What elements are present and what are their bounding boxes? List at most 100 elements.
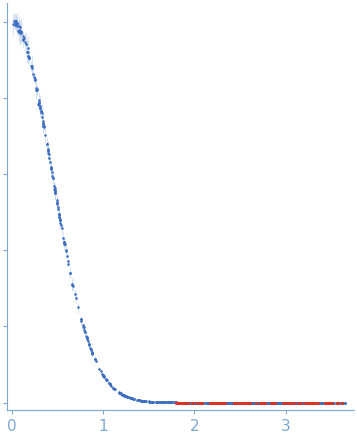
Point — [50, 175, 55, 182]
Point — [195, 399, 201, 406]
Point — [56, 210, 62, 217]
Point — [122, 392, 128, 399]
Point — [160, 399, 165, 406]
Point — [216, 399, 221, 406]
Point — [52, 189, 58, 196]
Point — [57, 219, 63, 226]
Point — [235, 399, 241, 406]
Point — [253, 399, 259, 406]
Point — [299, 399, 305, 406]
Point — [64, 253, 70, 260]
Point — [291, 399, 297, 406]
Point — [25, 45, 31, 52]
Point — [142, 398, 148, 405]
Point — [292, 399, 297, 406]
Point — [193, 399, 198, 406]
Point — [284, 399, 290, 406]
Point — [193, 399, 198, 406]
Point — [274, 399, 280, 406]
Point — [281, 399, 286, 406]
Point — [29, 64, 35, 71]
Point — [104, 376, 110, 383]
Point — [161, 399, 167, 406]
Point — [240, 399, 246, 406]
Point — [227, 399, 232, 406]
Point — [275, 399, 280, 406]
Point — [290, 399, 295, 406]
Point — [97, 365, 102, 372]
Point — [70, 280, 75, 287]
Point — [279, 399, 285, 406]
Point — [190, 399, 196, 406]
Point — [32, 76, 38, 83]
Point — [338, 399, 344, 406]
Point — [178, 399, 183, 406]
Point — [308, 399, 314, 406]
Point — [39, 109, 45, 116]
Point — [55, 206, 61, 213]
Point — [117, 389, 123, 396]
Point — [117, 390, 123, 397]
Point — [56, 211, 62, 218]
Point — [288, 399, 294, 406]
Point — [245, 399, 250, 406]
Point — [138, 397, 144, 404]
Point — [165, 399, 171, 406]
Point — [42, 132, 47, 139]
Point — [52, 188, 58, 195]
Point — [322, 399, 327, 406]
Point — [106, 380, 112, 387]
Point — [276, 399, 282, 406]
Point — [291, 399, 296, 406]
Point — [242, 399, 247, 406]
Point — [231, 399, 237, 406]
Point — [250, 399, 256, 406]
Point — [197, 399, 202, 406]
Point — [26, 55, 32, 62]
Point — [120, 391, 126, 398]
Point — [220, 399, 226, 406]
Point — [162, 399, 168, 406]
Point — [238, 399, 244, 406]
Point — [129, 395, 135, 402]
Point — [200, 399, 205, 406]
Point — [228, 399, 234, 406]
Point — [128, 395, 134, 402]
Point — [120, 391, 125, 398]
Point — [116, 389, 122, 396]
Point — [190, 399, 195, 406]
Point — [26, 55, 32, 62]
Point — [311, 399, 317, 406]
Point — [57, 216, 63, 223]
Point — [24, 48, 30, 55]
Point — [203, 399, 208, 406]
Point — [57, 217, 62, 224]
Point — [342, 399, 348, 406]
Point — [80, 323, 86, 330]
Point — [311, 399, 316, 406]
Point — [257, 399, 263, 406]
Point — [285, 399, 291, 406]
Point — [151, 399, 156, 406]
Point — [223, 399, 229, 406]
Point — [293, 399, 299, 406]
Point — [303, 399, 309, 406]
Point — [63, 247, 69, 254]
Point — [92, 356, 98, 363]
Point — [194, 399, 200, 406]
Point — [40, 122, 46, 129]
Point — [311, 399, 317, 406]
Point — [80, 322, 86, 329]
Point — [153, 399, 159, 406]
Point — [303, 399, 309, 406]
Point — [325, 399, 331, 406]
Point — [197, 399, 203, 406]
Point — [315, 399, 321, 406]
Point — [162, 399, 168, 406]
Point — [147, 398, 153, 405]
Point — [261, 399, 267, 406]
Point — [34, 86, 40, 93]
Point — [61, 240, 67, 247]
Point — [322, 399, 328, 406]
Point — [335, 399, 340, 406]
